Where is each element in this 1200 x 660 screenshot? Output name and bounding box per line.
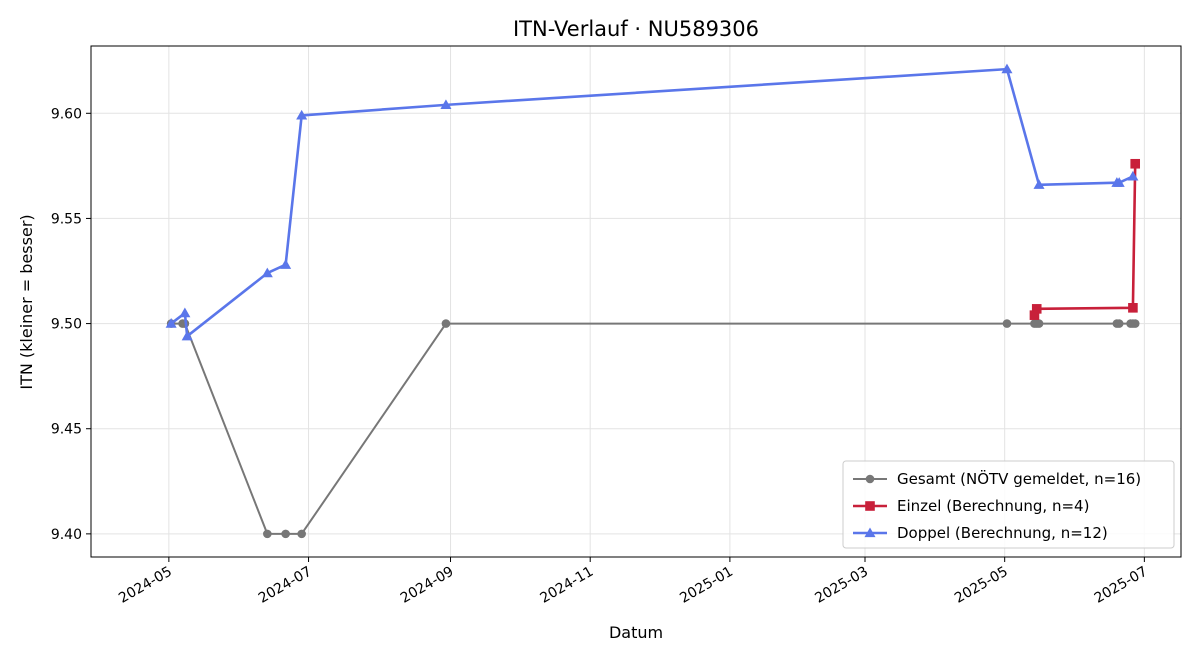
data-point-triangle: [1127, 170, 1139, 181]
data-point-square: [1130, 158, 1141, 169]
x-tick-label: 2024-05: [116, 564, 175, 607]
data-point-triangle: [280, 259, 292, 269]
data-point-circle: [441, 319, 451, 328]
plot-frame: [90, 45, 1182, 558]
data-point-circle: [281, 529, 290, 539]
y-axis-label: ITN (kleiner = besser): [17, 214, 36, 389]
y-tick-label: 9.55: [51, 211, 82, 227]
x-tick-label: 2024-07: [256, 564, 315, 607]
data-point-triangle: [181, 330, 193, 341]
legend-item: Einzel (Berechnung, n=4): [853, 497, 1089, 515]
legend-label: Einzel (Berechnung, n=4): [897, 497, 1089, 515]
data-point-square: [1128, 303, 1138, 313]
data-point-square: [865, 501, 875, 511]
data-point-triangle: [1113, 177, 1125, 187]
data-point-triangle: [864, 527, 876, 538]
data-point-circle: [1002, 319, 1012, 328]
data-point-circle: [263, 529, 272, 539]
series-triangle: [165, 63, 1139, 341]
y-tick-label: 9.50: [51, 317, 82, 333]
data-point-triangle: [261, 267, 273, 278]
data-point-square: [1029, 310, 1040, 320]
data-point-triangle: [296, 109, 308, 120]
x-axis: 2024-05 2024-07 2024-09 2024-11 2025-01 2025-…: [116, 557, 1150, 607]
data-point-circle: [1034, 319, 1044, 328]
x-tick-label: 2025-03: [812, 564, 871, 607]
x-tick-label: 2025-07: [1092, 564, 1151, 607]
series-line: [170, 67, 1134, 338]
data-point-square: [1031, 304, 1042, 314]
data-point-triangle: [179, 307, 191, 318]
y-axis: 9.40 9.45 9.50 9.55 9.60: [51, 106, 91, 543]
legend-box: [842, 460, 1175, 549]
x-tick-label: 2025-01: [677, 564, 736, 607]
data-point-triangle: [165, 318, 177, 328]
legend-item: Gesamt (NÖTV gemeldet, n=16): [853, 469, 1141, 488]
chart-title: ITN-Verlauf · NU589306: [513, 17, 759, 41]
x-tick-label: 2024-11: [538, 564, 597, 607]
series-square: [1029, 158, 1141, 320]
y-tick-label: 9.45: [51, 422, 82, 438]
legend: Gesamt (NÖTV gemeldet, n=16) Einzel (Bere…: [842, 460, 1175, 549]
x-tick-label: 2025-05: [952, 564, 1011, 607]
legend-label: Gesamt (NÖTV gemeldet, n=16): [897, 469, 1141, 488]
series-line: [171, 322, 1136, 535]
data-point-triangle: [1001, 63, 1013, 74]
data-point-circle: [865, 474, 875, 484]
y-tick-label: 9.60: [51, 106, 82, 122]
data-point-circle: [1130, 319, 1140, 328]
legend-item: Doppel (Berechnung, n=12): [853, 524, 1108, 542]
legend-label: Doppel (Berechnung, n=12): [897, 524, 1108, 542]
x-tick-label: 2024-09: [398, 564, 457, 607]
series-layer: [165, 63, 1141, 539]
x-axis-label: Datum: [609, 623, 663, 642]
y-tick-label: 9.40: [51, 527, 82, 543]
data-point-triangle: [440, 99, 452, 110]
data-point-circle: [297, 529, 306, 539]
data-point-circle: [1114, 319, 1124, 328]
data-point-triangle: [1033, 179, 1045, 189]
